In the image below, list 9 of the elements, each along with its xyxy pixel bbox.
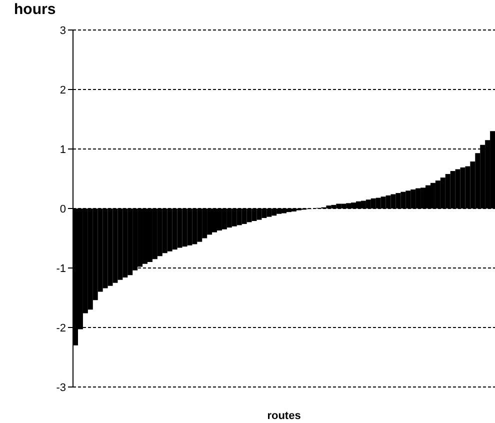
y-tick-label: -3 xyxy=(56,382,66,394)
y-tick-label: 3 xyxy=(60,24,66,37)
y-tick-label: -2 xyxy=(56,322,66,334)
y-tick-label: -1 xyxy=(56,262,66,275)
y-axis-title: hours xyxy=(14,1,56,18)
y-tick-label: 2 xyxy=(60,84,66,96)
x-axis-title: routes xyxy=(267,410,301,422)
y-tick-label: 1 xyxy=(60,144,66,156)
y-tick-label: 0 xyxy=(60,203,66,216)
